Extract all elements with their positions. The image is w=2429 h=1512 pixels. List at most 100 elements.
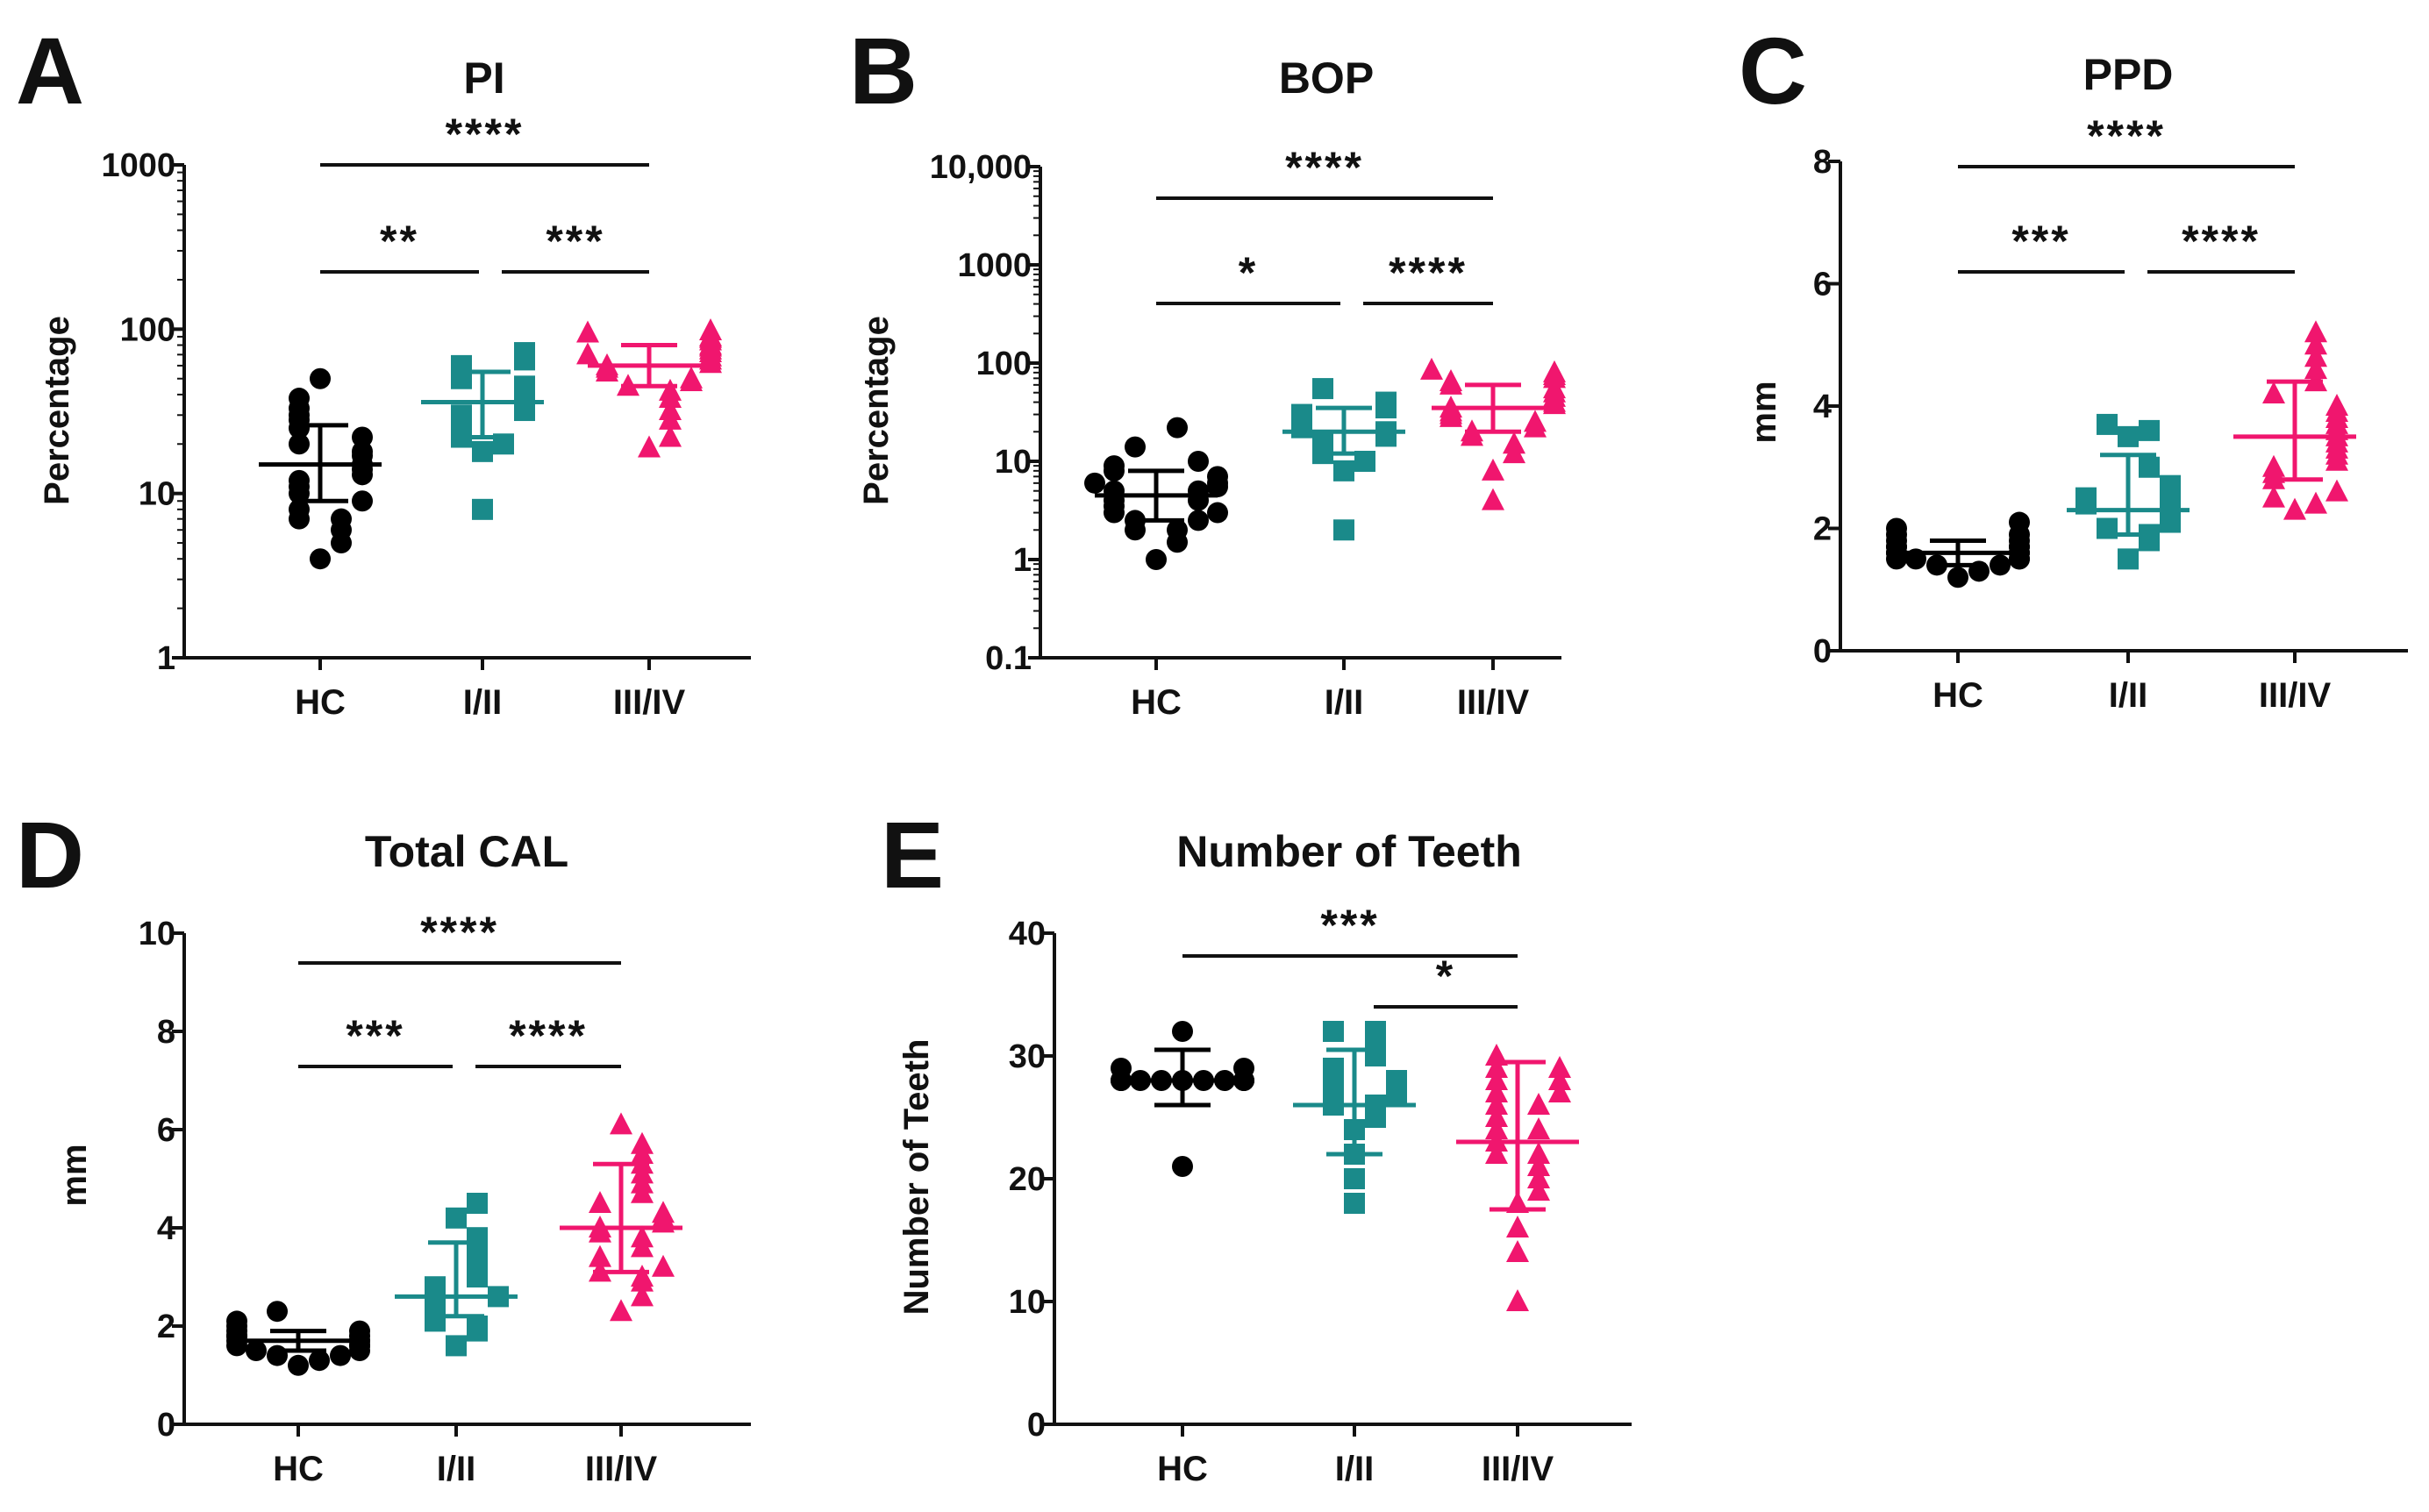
data-point [1188,480,1209,502]
data-point [1207,502,1228,524]
panel-e: E Number of Teeth Number of Teeth 0 10 20 3… [881,802,1632,1488]
data-point [2262,454,2285,477]
data-point [467,1316,488,1337]
series-iii-iv [576,317,722,458]
data-point [1188,451,1209,472]
y-axis-label: mm [1745,381,1783,443]
significance-label: *** [2011,217,2070,266]
data-point [352,426,373,448]
data-point [309,1350,330,1372]
data-point [1084,472,1105,494]
data-point [659,398,682,421]
significance-label: **** [420,908,499,957]
x-tick-label-iii-iv: III/IV [613,683,686,722]
significance-label: *** [346,1011,404,1060]
data-point [1485,1105,1508,1127]
data-point [2304,320,2327,343]
y-tick-label: 100 [976,346,1032,382]
significance-label: *** [1320,901,1379,950]
data-point [2304,357,2327,380]
x-tick-label-hc: HC [1932,676,1983,715]
data-point [226,1310,247,1332]
data-point [1104,455,1125,477]
series-i-ii [1293,1021,1416,1214]
data-point [659,378,682,401]
data-point [451,404,472,426]
data-point [2262,485,2285,508]
chart-title-ppd: PPD [2083,50,2174,99]
panel-letter-a: A [16,18,84,124]
data-point [289,433,310,455]
data-point [1527,1093,1550,1115]
x-tick-label-i-ii: I/II [437,1450,475,1488]
significance-label: ** [380,217,419,266]
data-point [2139,456,2160,478]
data-point [1485,1056,1508,1078]
data-point [2325,479,2348,502]
y-tick-label: 1 [1013,542,1032,579]
chart-title-pi: PI [463,53,504,103]
series-hc [1084,417,1228,570]
y-tick-label: 10 [995,444,1032,481]
y-axis-label: Percentage [38,316,76,505]
series-iii-iv [2233,320,2356,520]
chart-title-total-cal: Total CAL [365,827,568,876]
data-point [1344,1168,1365,1189]
data-point [1125,436,1146,458]
data-point [2304,332,2327,355]
data-point [1482,458,1504,481]
x-tick-label-iii-iv: III/IV [1482,1450,1554,1488]
data-point [288,1354,309,1376]
data-point [1333,460,1354,481]
data-point [330,1344,351,1366]
data-point [1485,1093,1508,1115]
significance-label: **** [2182,217,2261,266]
chart-title-bop: BOP [1279,53,1374,103]
significance-label: **** [1285,143,1364,192]
data-point [1167,519,1188,541]
y-axis-label: mm [55,1144,94,1206]
data-point [514,375,535,397]
data-point [1485,1068,1508,1090]
x-tick-label-hc: HC [1131,683,1182,722]
y-tick-label: 40 [1009,916,1046,952]
y-tick-label: 8 [157,1014,175,1051]
y-tick-label: 0 [157,1407,175,1444]
data-point [1172,1021,1193,1042]
data-point [1482,488,1504,510]
y-tick-label: 1000 [957,247,1032,284]
data-point [2139,419,2160,441]
data-point [631,1225,654,1248]
y-tick-label: 10 [1009,1284,1046,1321]
data-point [1323,1021,1344,1042]
data-point [1527,1179,1550,1201]
data-point [1344,1193,1365,1214]
data-point [576,342,599,365]
y-tick-label: 10 [139,476,175,513]
data-point [349,1320,370,1342]
data-point [1506,1216,1529,1237]
series-i-ii [395,1193,518,1357]
data-point [1527,1117,1550,1139]
data-point [631,1131,654,1154]
y-tick-label: 6 [157,1112,175,1149]
data-point [1503,431,1525,454]
chart-title-number-of-teeth: Number of Teeth [1176,827,1522,876]
data-point [310,367,331,389]
data-point [2097,413,2118,435]
y-tick-label: 2 [1813,511,1832,548]
data-point [1111,1058,1132,1079]
data-point [2118,548,2139,570]
data-point [1485,1117,1508,1139]
y-tick-label: 6 [1813,267,1832,303]
data-point [289,388,310,410]
data-point [352,490,373,512]
data-point [1506,1289,1529,1311]
series-i-ii [1282,378,1405,541]
y-tick-label: 4 [1813,389,1832,425]
data-point [2283,497,2306,520]
data-point [1323,1058,1344,1079]
x-tick-label-iii-iv: III/IV [1457,683,1530,722]
x-tick-label-iii-iv: III/IV [585,1450,658,1488]
